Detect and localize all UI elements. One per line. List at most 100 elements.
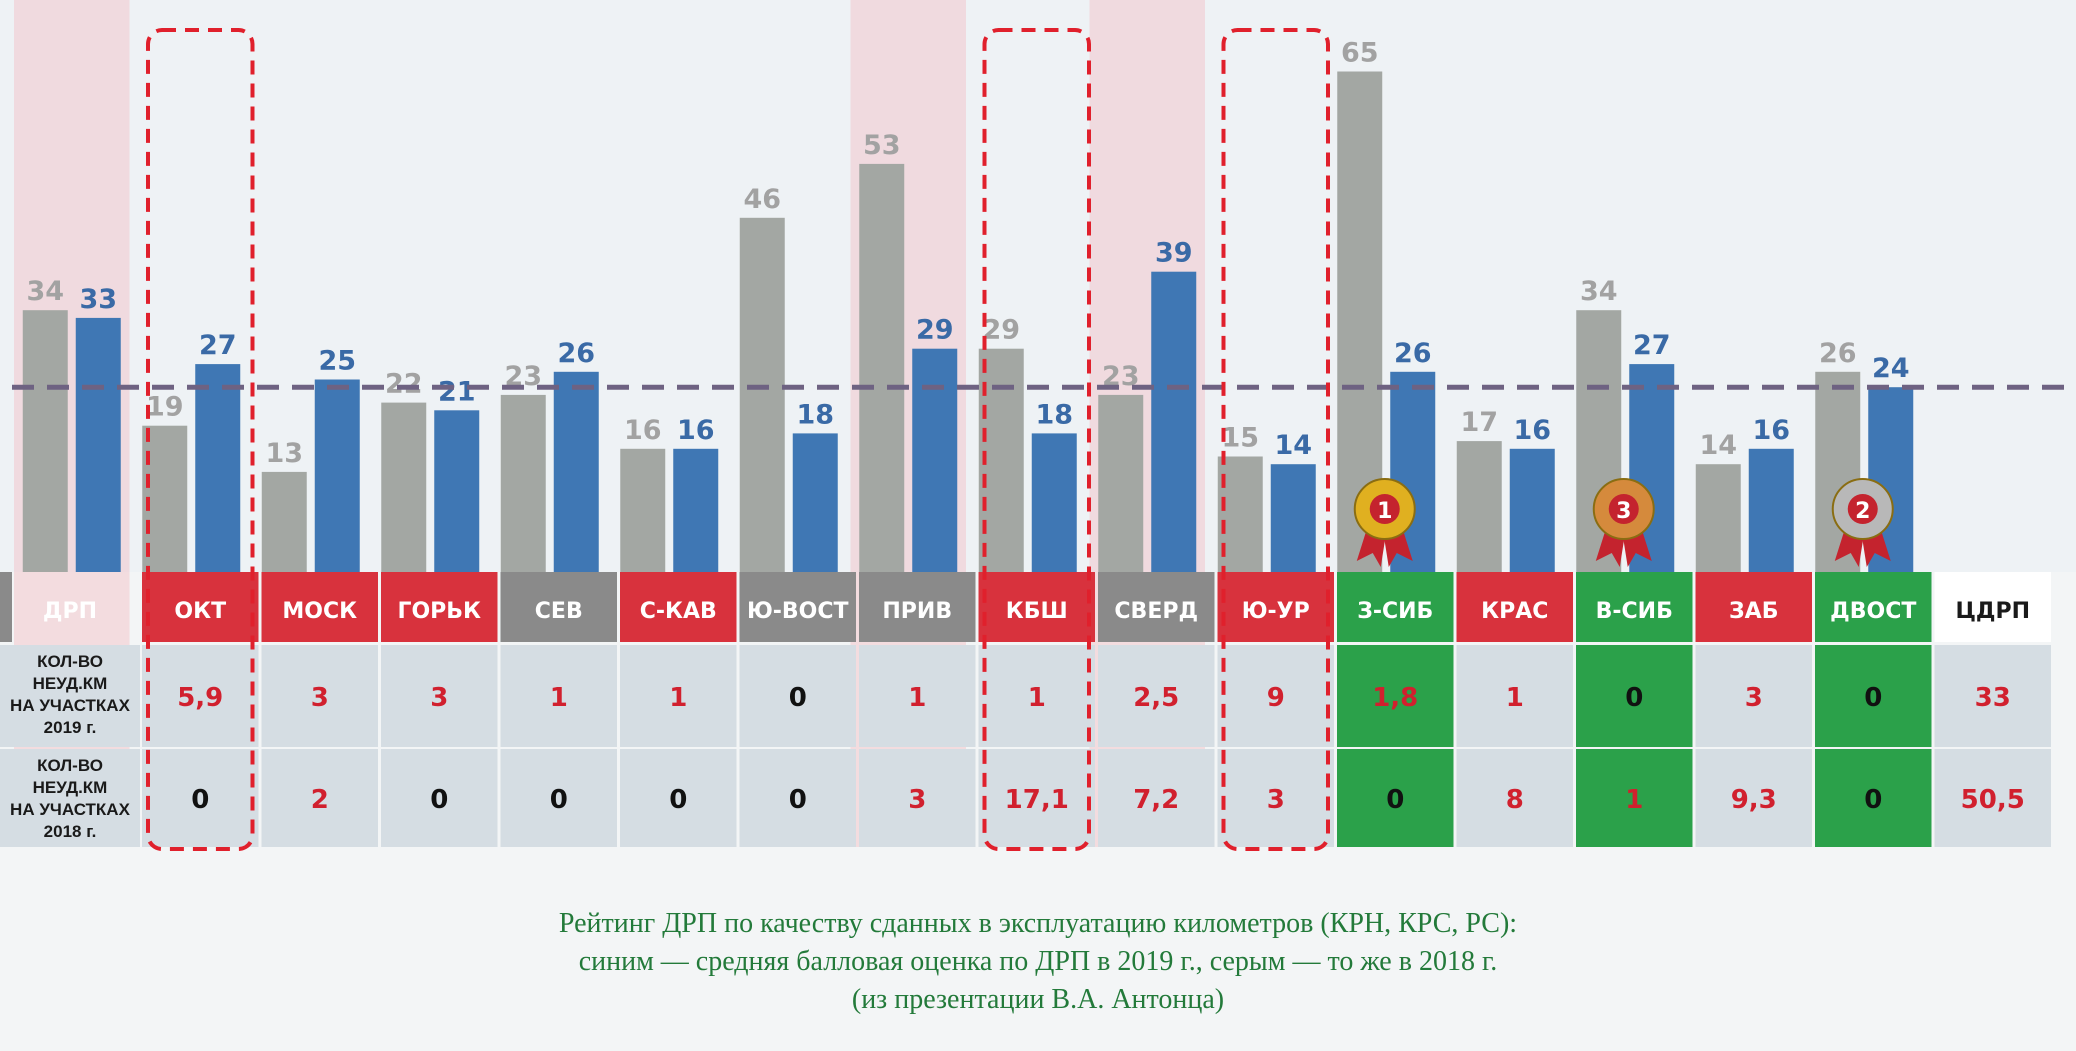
data-label-2018: 13 (265, 438, 303, 469)
bar-2019 (1151, 271, 1197, 572)
bar-2019 (912, 348, 958, 572)
bar-2019 (1270, 464, 1316, 572)
category-label: КБШ (1006, 599, 1068, 624)
medal-center (1369, 494, 1400, 524)
bar-2018 (1456, 441, 1502, 572)
data-label-2019: 21 (438, 376, 476, 407)
row-2018-cell (1576, 749, 1693, 847)
data-label-2018: 26 (1819, 338, 1857, 369)
bar-2019 (75, 317, 121, 572)
bar-2018 (859, 163, 905, 572)
data-label-2019: 16 (677, 415, 715, 446)
row-2018-value: 1 (1625, 785, 1643, 815)
row-2018-cell (1695, 749, 1812, 847)
row-2019-cell (1098, 645, 1215, 747)
row-2018-label: 2018 г. (44, 822, 97, 841)
bar-2018 (739, 217, 785, 573)
table-header-cell (142, 572, 259, 642)
row-2018-label: НЕУД.КМ (33, 778, 108, 797)
row-2019-value: 1 (908, 683, 926, 713)
table-header-cell (739, 572, 856, 642)
category-label: ЦДРП (1955, 599, 2030, 624)
row-2019-cell (500, 645, 617, 747)
bar-2019 (1031, 433, 1077, 572)
category-label: С-КАВ (640, 599, 717, 624)
data-label-2019: 29 (916, 315, 954, 346)
medal-place-label: 2 (1855, 499, 1870, 524)
highlight-box (982, 28, 1091, 851)
row-2019-label-cell (0, 645, 140, 747)
bar-2019 (1748, 448, 1794, 572)
row-2019-cell (1337, 645, 1454, 747)
category-label: Ю-УР (1242, 599, 1310, 624)
highlight-box (1221, 28, 1330, 851)
data-label-2018: 15 (1221, 423, 1259, 454)
row-2019-value: 0 (1625, 683, 1643, 713)
row-2019-label: 2019 г. (44, 718, 97, 737)
data-label-2019: 24 (1872, 353, 1910, 384)
row-2019-label: НЕУД.КМ (33, 674, 108, 693)
row-2018-cell (261, 749, 378, 847)
bar-2019 (673, 448, 719, 572)
row-2018-value: 0 (550, 785, 568, 815)
row-2018-cell (1217, 749, 1334, 847)
row-2018-value: 0 (669, 785, 687, 815)
data-label-2018: 34 (1580, 276, 1618, 307)
medal-place-label: 3 (1616, 499, 1631, 524)
data-label-2019: 27 (1633, 330, 1671, 361)
bar-2018 (1098, 394, 1144, 572)
table-header-cell (1456, 572, 1573, 642)
medal-center (1608, 494, 1639, 524)
bar-2018 (620, 448, 666, 572)
table-header-cell (381, 572, 498, 642)
table-header-cell (1576, 572, 1693, 642)
row-2019-cell (1815, 645, 1932, 747)
caption-line-1: Рейтинг ДРП по качеству сданных в эксплу… (558, 908, 1518, 939)
row-2019-value: 1,8 (1372, 683, 1418, 713)
row-2018-value: 0 (430, 785, 448, 815)
bar-2019 (195, 364, 241, 572)
row-2019-cell (261, 645, 378, 747)
bar-2019 (314, 379, 360, 572)
data-label-2019: 14 (1274, 430, 1312, 461)
row-2018-cell (1098, 749, 1215, 847)
data-label-2019: 18 (796, 399, 834, 430)
row-2018-cell (1934, 749, 2051, 847)
table-header-label: ДРП (43, 599, 97, 624)
row-2018-cell (1815, 749, 1932, 847)
data-label-2018: 29 (982, 315, 1020, 346)
row-2019-cell (1576, 645, 1693, 747)
table-header-cell (1815, 572, 1932, 642)
table-header-label-cell (0, 572, 12, 642)
category-label: КРАС (1481, 599, 1548, 624)
category-label: ПРИВ (882, 599, 952, 624)
row-2018-value: 0 (1386, 785, 1404, 815)
row-2018-cell (739, 749, 856, 847)
caption-line-2: синим — средняя балловая оценка по ДРП в… (578, 946, 1498, 977)
data-label-2018: 46 (743, 184, 781, 215)
row-2018-label: НА УЧАСТКАХ (10, 800, 131, 819)
table-header-cell (620, 572, 737, 642)
data-label-2018: 22 (385, 369, 423, 400)
row-2018-value: 2 (311, 785, 329, 815)
row-2019-value: 33 (1975, 683, 2011, 713)
category-label: В-СИБ (1596, 599, 1673, 624)
row-2019-value: 1 (1028, 683, 1046, 713)
data-label-2019: 39 (1155, 238, 1193, 269)
medal-place-label: 1 (1377, 499, 1392, 524)
table-header-cell (1217, 572, 1334, 642)
data-label-2018: 19 (146, 392, 184, 423)
row-2018-value: 0 (789, 785, 807, 815)
row-2018-value: 3 (908, 785, 926, 815)
row-2019-value: 3 (311, 683, 329, 713)
row-2019-value: 1 (669, 683, 687, 713)
row-2019-cell (1695, 645, 1812, 747)
row-2019-cell (1456, 645, 1573, 747)
row-2019-cell (1934, 645, 2051, 747)
row-2018-cell (859, 749, 976, 847)
row-2019-label: НА УЧАСТКАХ (10, 696, 131, 715)
row-2018-value: 7,2 (1133, 785, 1179, 815)
category-label: ДВОСТ (1830, 599, 1916, 624)
row-2018-value: 17,1 (1005, 785, 1069, 815)
